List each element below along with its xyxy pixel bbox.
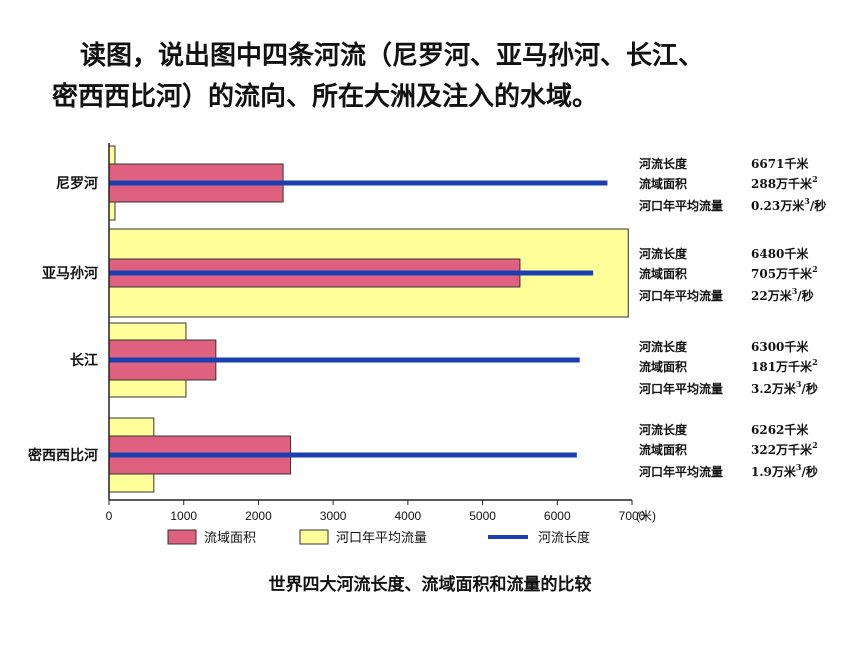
question-line-2: 密西西比河）的流向、所在大洲及注入的水域。 xyxy=(52,82,599,112)
legend-item-flow: 河口年平均流量 xyxy=(299,529,427,546)
length-label: 河流长度 xyxy=(638,156,688,171)
area-value: 288万千米2 xyxy=(751,174,818,191)
x-tick-label: 6000 xyxy=(544,509,571,523)
flow-label: 河口年平均流量 xyxy=(638,288,723,303)
area-label: 流域面积 xyxy=(639,359,687,374)
x-tick-label: 4000 xyxy=(395,509,422,523)
area-label: 流域面积 xyxy=(639,442,687,457)
legend-item-area: 流域面积 xyxy=(167,529,256,546)
area-label: 流域面积 xyxy=(639,176,687,191)
legend-label-flow: 河口年平均流量 xyxy=(336,531,427,546)
category-label: 密西西比河 xyxy=(27,447,98,464)
flow-value: 22万米3/秒 xyxy=(751,286,814,303)
area-value: 181万千米2 xyxy=(751,357,818,374)
length-value: 6262千米 xyxy=(751,422,809,437)
legend-item-length: 河流长度 xyxy=(488,530,590,546)
x-tick-label: 2000 xyxy=(245,509,272,523)
legend-label-area: 流域面积 xyxy=(204,531,256,546)
category-label: 长江 xyxy=(70,352,98,369)
x-tick-label: 5000 xyxy=(469,509,496,523)
length-label: 河流长度 xyxy=(638,246,688,261)
area-label: 流域面积 xyxy=(639,266,687,281)
length-label: 河流长度 xyxy=(638,339,688,354)
area-value: 322万千米2 xyxy=(751,440,818,457)
category-label: 尼罗河 xyxy=(56,175,98,192)
flow-label: 河口年平均流量 xyxy=(638,198,723,213)
flow-value: 3.2万米3/秒 xyxy=(751,379,818,396)
area-value: 705万千米2 xyxy=(751,264,818,281)
legend-swatch-flow xyxy=(299,529,329,545)
legend: 流域面积 河口年平均流量 河流长度 xyxy=(167,529,590,546)
x-tick-label: 1000 xyxy=(170,509,197,523)
question-line-1: 读图，说出图中四条河流（尼罗河、亚马孙河、长江、 xyxy=(80,41,705,71)
x-tick-label: 7000 xyxy=(619,509,646,523)
x-unit-label: (米) xyxy=(636,509,656,523)
flow-label: 河口年平均流量 xyxy=(638,381,723,396)
length-value: 6480千米 xyxy=(751,246,809,261)
legend-label-length: 河流长度 xyxy=(538,530,590,546)
chart-title: 世界四大河流长度、流域面积和流量的比较 xyxy=(268,575,592,595)
length-value: 6671千米 xyxy=(751,156,809,171)
x-tick-label: 3000 xyxy=(320,509,347,523)
question-text: 读图，说出图中四条河流（尼罗河、亚马孙河、长江、 密西西比河）的流向、所在大洲及… xyxy=(52,36,842,118)
x-tick-label: 0 xyxy=(106,509,113,523)
flow-value: 1.9万米3/秒 xyxy=(751,462,818,479)
flow-value: 0.23万米3/秒 xyxy=(751,196,826,213)
category-label: 亚马孙河 xyxy=(42,265,98,282)
x-axis: 0 1000 2000 3000 4000 5000 6000 7000(米) xyxy=(106,143,656,523)
bars-layer xyxy=(108,145,629,493)
length-value: 6300千米 xyxy=(751,339,809,354)
length-label: 河流长度 xyxy=(638,422,688,437)
flow-label: 河口年平均流量 xyxy=(638,464,723,479)
legend-swatch-area xyxy=(167,529,197,545)
